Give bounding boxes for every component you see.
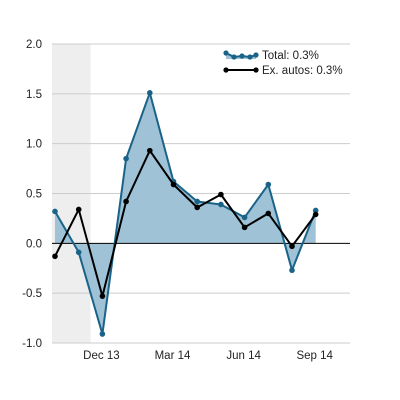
x-tick-labels: Dec 13 Mar 14 Jun 14 Sep 14 (83, 350, 333, 362)
point-total (289, 267, 295, 274)
point-total (265, 181, 272, 188)
line-layer (52, 90, 319, 337)
legend-swatch-point (223, 67, 229, 73)
point-ex-autos (123, 198, 129, 205)
point-total (241, 214, 248, 221)
point-total (218, 201, 224, 208)
y-tick-label: 0.0 (26, 238, 42, 250)
legend-swatch-point (253, 52, 259, 58)
point-ex-autos (265, 210, 272, 217)
point-ex-autos (99, 293, 106, 299)
point-ex-autos (194, 204, 200, 211)
y-tick-label: -1.0 (22, 338, 42, 350)
legend-swatch-point (231, 54, 237, 60)
point-total (52, 208, 58, 215)
y-tick-label: 0.5 (26, 189, 42, 201)
point-ex-autos (241, 224, 248, 231)
point-total (75, 249, 82, 256)
point-ex-autos (147, 147, 153, 154)
point-ex-autos (52, 253, 58, 260)
point-total (147, 90, 153, 96)
point-total (123, 155, 129, 162)
grid-layer (52, 43, 350, 344)
line-ex-autos (54, 149, 317, 298)
point-ex-autos (289, 243, 295, 250)
point-total (312, 207, 319, 214)
line-total (54, 91, 317, 335)
point-ex-autos (170, 181, 177, 188)
x-tick-label: Sep 14 (296, 350, 333, 362)
legend-label: Total: 0.3% (262, 50, 319, 62)
legend-swatch-point (239, 53, 245, 59)
legend-label: Ex. autos: 0.3% (262, 65, 343, 77)
legend: Total: 0.3% Ex. autos: 0.3% (223, 50, 343, 77)
point-ex-autos (312, 211, 319, 218)
y-tick-label: 1.5 (26, 89, 42, 101)
y-tick-labels: 2.0 1.5 1.0 0.5 0.0 -0.5 -1.0 (22, 39, 42, 350)
x-tick-label: Jun 14 (226, 350, 261, 362)
area-fill-total (55, 92, 316, 334)
legend-swatch-point (247, 54, 253, 60)
y-tick-label: 1.0 (26, 139, 42, 151)
x-tick-label: Mar 14 (155, 350, 191, 362)
y-tick-label: 2.0 (26, 39, 42, 51)
y-tick-label: -0.5 (22, 288, 42, 300)
legend-swatch-point (223, 50, 229, 56)
x-tick-label: Dec 13 (83, 350, 119, 362)
point-total (194, 198, 200, 205)
point-ex-autos (75, 206, 82, 213)
point-total (99, 331, 106, 337)
legend-swatch-point (253, 67, 259, 73)
point-ex-autos (218, 191, 224, 198)
area-layer (55, 92, 316, 334)
